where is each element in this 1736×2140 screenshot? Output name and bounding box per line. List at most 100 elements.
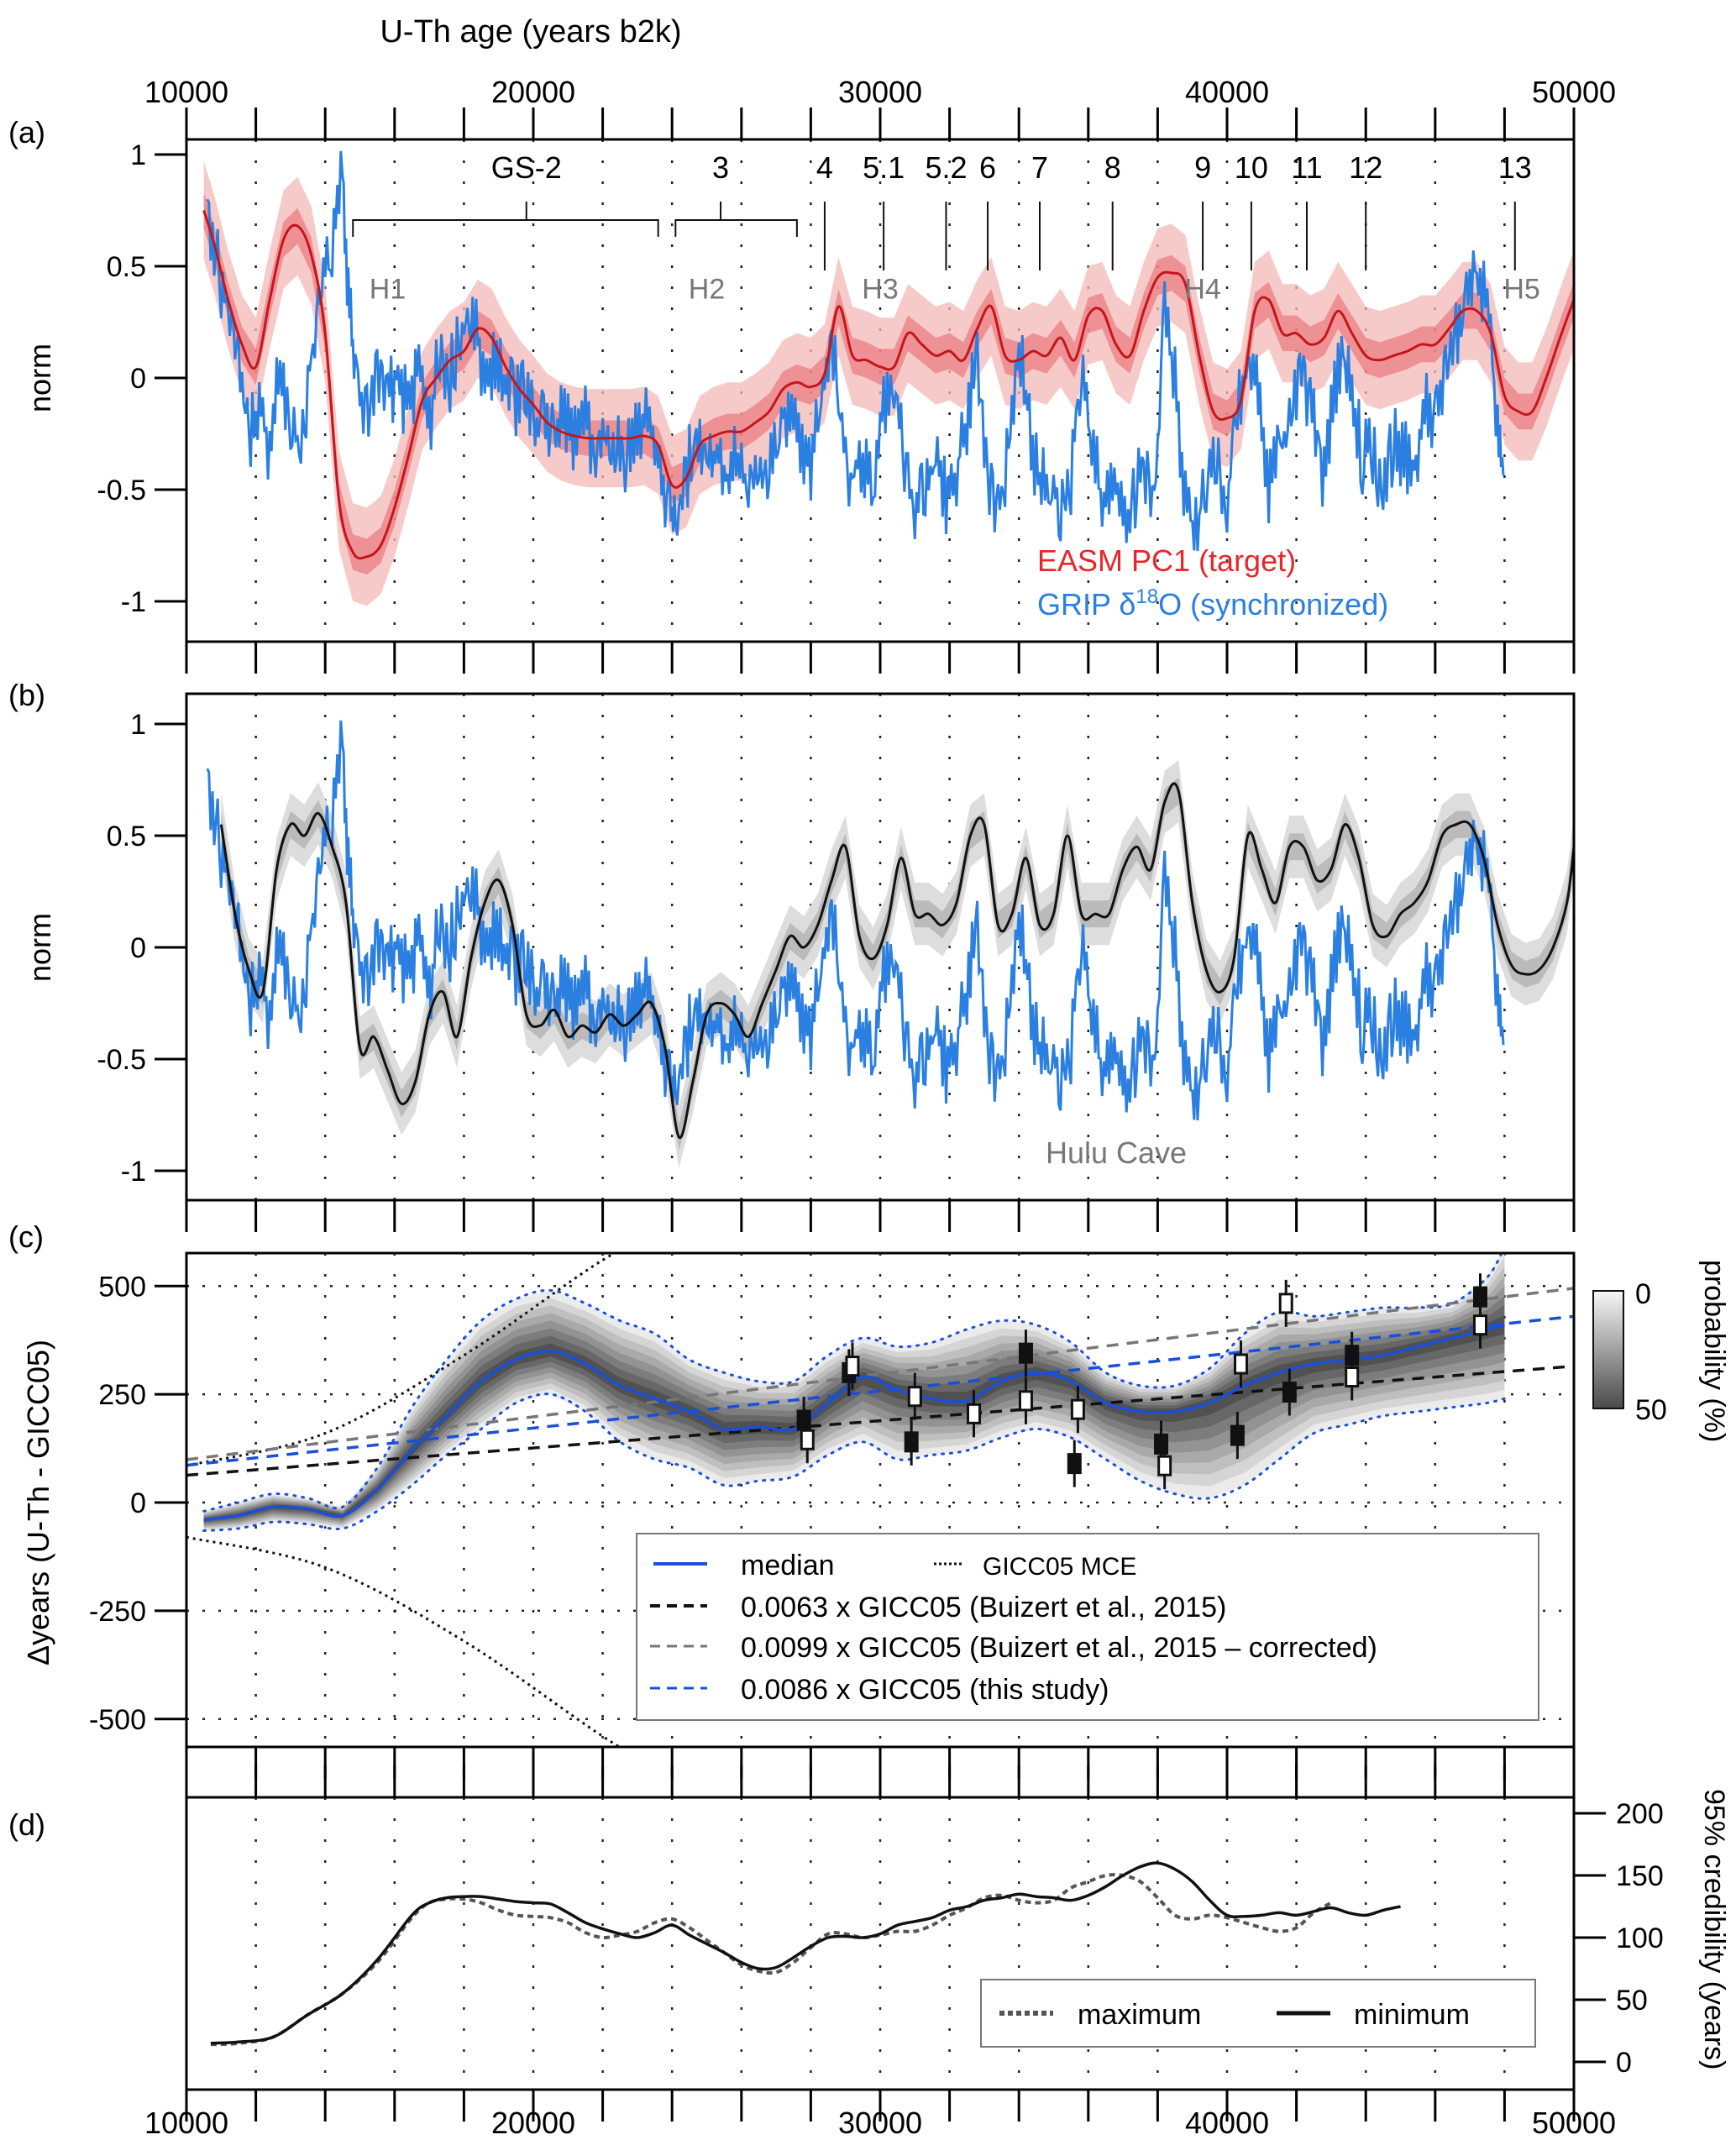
legend-0063: 0.0063 x GICC05 (Buizert et al., 2015) [741,1592,1226,1623]
event-label: 10 [1235,150,1268,185]
colorbar-min: 0 [1635,1278,1651,1310]
easm-pc1-uncertainty-band [203,161,1574,606]
event-label: 4 [816,150,833,185]
panel-b: 1 0.5 0 -0.5 -1 norm Hulu Cave [23,692,1576,1232]
gicc05-mce-lower [186,1535,622,1747]
x-tick-label: 50000 [1532,75,1616,109]
event-label: 8 [1104,150,1121,185]
event-bracket [352,219,659,237]
tie-point [845,1356,860,1377]
tie-point [1018,1342,1033,1364]
event-label: 5.2 [925,150,967,185]
legend-grip: GRIP δ18O (synchronized) [1037,585,1388,622]
greenland-interstadial-labels: GS-2 3 4 5.1 5.2 6 7 8 9 10 11 12 13 [352,150,1532,270]
legend-minimum: minimum [1354,1999,1470,2031]
minimum-line [210,1861,1401,2045]
panel-c-ylabel: Δyears (U-Th - GICC05) [21,1340,55,1665]
panel-label-b: (b) [8,678,45,712]
panel-d-legend: maximum minimum [980,1979,1536,2048]
hulu-cave-annotation: Hulu Cave [1046,1136,1187,1170]
heinrich-label: H4 [1184,274,1220,306]
panel-label-d: (d) [8,1807,45,1842]
legend-0099: 0.0099 x GICC05 (Buizert et al., 2015 – … [741,1632,1377,1664]
top-axis-title: U-Th age (years b2k) [380,14,681,50]
tie-point [1067,1453,1082,1475]
panel-c-y-axis: 500 250 0 -250 -500 [89,1271,186,1736]
grip-d18o-line [206,150,1505,551]
colorbar: 0 50 probability (%) [1592,1260,1730,1442]
event-label: 13 [1498,150,1532,185]
top-x-tick-labels: 10000 20000 30000 40000 50000 [144,75,1616,109]
event-bracket [674,219,798,237]
legend-easm: EASM PC1 (target) [1037,543,1296,578]
legend-median: median [741,1550,835,1581]
colorbar-label: probability (%) [1698,1260,1730,1442]
y-tick-label: 500 [98,1271,146,1303]
heinrich-label: H5 [1503,274,1539,306]
slope-line [186,1314,1574,1467]
slope-line [186,1287,1574,1461]
tie-point [1472,1314,1487,1336]
legend-maximum: maximum [1078,1999,1201,2031]
y-tick-label: -500 [89,1704,146,1736]
slope-lines [186,1287,1574,1477]
y-tick-label: -250 [89,1596,146,1628]
panel-d-ylabel: 95% credibility (years) [1698,1789,1730,2069]
heinrich-label: H1 [370,274,406,306]
y-tick-label: 0.5 [107,821,146,852]
tie-point [907,1386,922,1408]
y-tick-label: 50 [1616,1985,1648,2017]
tie-point [1282,1382,1297,1403]
ci-upper-line [202,1253,1503,1513]
colorbar-max: 50 [1635,1394,1667,1426]
tie-point [1157,1455,1172,1476]
event-label: 6 [979,150,996,185]
median-line [203,1323,1505,1522]
y-tick-label: -1 [121,586,146,618]
heinrich-label: H3 [862,274,898,306]
panel-d-y-axis: 200 150 100 50 0 [1574,1798,1664,2079]
hulu-cave-line [219,782,1574,1140]
panel-label-c: (c) [8,1219,44,1254]
x-tick-label: 30000 [838,75,922,109]
y-tick-label: 100 [1616,1922,1664,1954]
easm-pc1-line [202,210,1574,560]
tie-points [796,1273,1487,1490]
panel-a-ylabel: norm [23,344,57,412]
panel-a: GS-2 3 4 5.1 5.2 6 7 8 9 10 11 12 13 H1 H2 H3 H4 H5 1 0.5… [23,108,1576,674]
panel-c-legend: median GICC05 MCE 0.0063 x GICC05 (Buize… [636,1533,1539,1721]
panel-a-x-ticks [185,108,1576,674]
x-tick-label: 40000 [1185,75,1269,109]
slope-line [186,1364,1574,1477]
y-tick-label: 150 [1616,1860,1664,1892]
y-tick-label: 250 [98,1379,146,1411]
legend-gicc05-mce: GICC05 MCE [983,1553,1136,1581]
event-label: 9 [1194,150,1211,185]
panel-label-a: (a) [8,115,45,149]
x-tick-label: 20000 [491,75,575,109]
event-label: 12 [1349,150,1382,185]
panel-a-y-axis: 1 0.5 0 -0.5 -1 [97,139,186,618]
y-tick-label: 0 [130,932,146,964]
y-tick-label: 200 [1616,1798,1664,1830]
x-tick-label: 10000 [144,75,228,109]
y-tick-label: 0 [130,1487,146,1519]
probability-density [203,1253,1505,1531]
tie-point [1278,1293,1293,1314]
inner-band [203,192,1574,575]
y-tick-label: 1 [130,139,146,171]
panel-d-x-ticks [185,1765,1576,2122]
tie-point [800,1429,815,1450]
y-tick-label: -1 [121,1156,146,1188]
legend-0086: 0.0086 x GICC05 (this study) [741,1674,1109,1706]
tie-point [904,1431,919,1453]
event-label: 5.1 [863,150,905,185]
grip-d18o-line-b [206,720,1505,1120]
y-tick-label: 0 [130,363,146,395]
tie-point [1234,1353,1249,1375]
tie-point [967,1403,982,1424]
heinrich-label: H2 [689,274,725,306]
heinrich-event-labels: H1 H2 H3 H4 H5 [370,274,1540,306]
